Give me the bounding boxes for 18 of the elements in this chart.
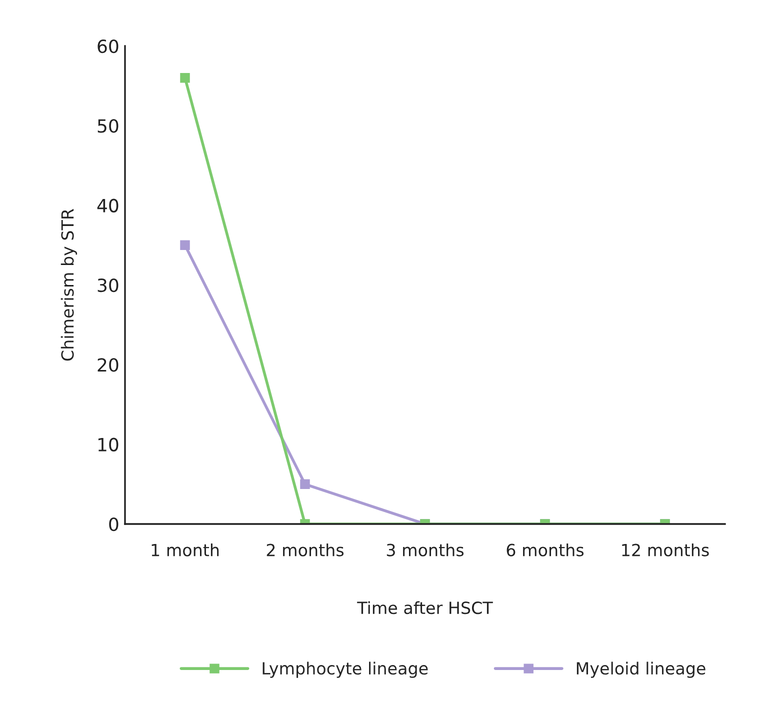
y-tick-label: 0 [109, 517, 118, 532]
y-axis-title: Chimerism by STR [60, 208, 78, 361]
point [180, 240, 190, 250]
x-axis-title: Time after HSCT [357, 601, 493, 614]
y-tick-label: 50 [98, 119, 118, 133]
y-tick-label: 60 [98, 39, 118, 54]
x-tick-label: 2 months [266, 543, 344, 556]
legend-label: Lymphocyte lineage [262, 662, 428, 678]
x-tick-label: 1 month [152, 543, 219, 556]
legend-label: Myeloid lineage [576, 662, 706, 678]
x-tick-label: 3 months [386, 543, 464, 556]
y-tick-label: 30 [98, 278, 118, 292]
y-tick-label: 40 [97, 198, 118, 212]
x-tick-label: 6 months [506, 543, 584, 556]
y-tick-label: 10 [98, 438, 118, 452]
point [180, 73, 190, 83]
y-tick-label: 20 [98, 358, 118, 372]
x-tick-label: 12 months [622, 543, 709, 556]
